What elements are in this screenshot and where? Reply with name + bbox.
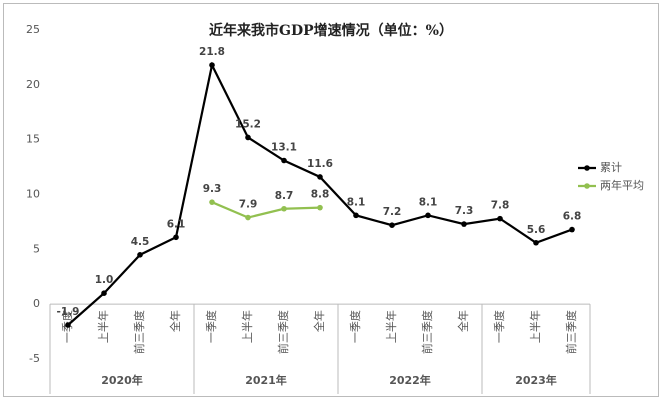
data-label: 9.3 <box>203 183 222 195</box>
group-label: 2022年 <box>389 373 431 387</box>
data-label: 7.2 <box>383 206 402 218</box>
data-point <box>101 290 107 297</box>
data-point <box>245 134 251 141</box>
x-tick-label: 上半年 <box>96 310 110 343</box>
y-tick-label: 20 <box>26 78 40 91</box>
data-label: 7.8 <box>491 200 510 212</box>
data-label: 13.1 <box>271 142 297 154</box>
data-point <box>209 62 215 68</box>
x-tick-label: 上半年 <box>384 310 398 343</box>
data-label: 7.9 <box>239 199 258 211</box>
data-point <box>353 212 359 219</box>
x-tick-label: 上半年 <box>528 310 542 343</box>
y-tick-label: 15 <box>26 133 40 146</box>
data-label: 8.1 <box>347 196 366 208</box>
data-label: 21.8 <box>199 46 225 58</box>
x-tick-label: 全年 <box>168 310 182 332</box>
x-tick-label: 前三季度 <box>564 310 578 354</box>
x-tick-label: 前三季度 <box>420 310 434 354</box>
x-tick-label: 一季度 <box>492 310 506 343</box>
data-point <box>245 214 251 221</box>
data-point <box>281 205 287 212</box>
group-label: 2023年 <box>515 373 557 387</box>
legend-marker <box>584 165 590 171</box>
x-tick-label: 一季度 <box>204 310 218 343</box>
data-point <box>209 199 215 205</box>
data-label: 1.0 <box>95 274 114 286</box>
x-tick-label: 上半年 <box>240 310 254 343</box>
data-label: 4.5 <box>131 236 150 248</box>
data-label: 8.7 <box>275 190 294 202</box>
data-label: 5.6 <box>527 224 546 236</box>
data-point <box>317 204 323 211</box>
y-tick-label: 10 <box>26 188 40 201</box>
data-point <box>497 215 503 222</box>
x-tick-label: 一季度 <box>348 310 362 343</box>
data-point <box>389 222 395 229</box>
data-label: 6.8 <box>563 211 582 223</box>
series-line <box>211 201 321 219</box>
data-label: 8.8 <box>311 189 330 201</box>
y-tick-label: 0 <box>33 297 40 310</box>
data-point <box>569 226 575 233</box>
data-label: 11.6 <box>307 158 333 170</box>
legend-label: 两年平均 <box>600 178 644 192</box>
group-label: 2020年 <box>101 373 143 387</box>
y-tick-label: 5 <box>33 242 40 255</box>
data-point <box>173 234 179 241</box>
data-point <box>533 239 539 246</box>
x-tick-label: 前三季度 <box>276 310 290 354</box>
data-label: 6.1 <box>167 218 186 230</box>
data-label: 15.2 <box>235 118 261 130</box>
data-label: 8.1 <box>419 196 438 208</box>
legend-marker <box>584 183 590 189</box>
chart-border <box>3 3 659 397</box>
data-point <box>281 157 287 164</box>
data-label: 7.3 <box>455 205 474 217</box>
y-tick-label: -5 <box>29 352 40 365</box>
data-point <box>65 322 71 328</box>
data-point <box>425 212 431 219</box>
data-point <box>461 221 467 227</box>
group-label: 2021年 <box>245 373 287 387</box>
legend-label: 累计 <box>600 161 622 174</box>
x-tick-label: 全年 <box>456 310 470 332</box>
x-tick-label: 前三季度 <box>132 310 146 354</box>
chart-title: 近年来我市GDP增速情况（单位：%） <box>209 22 453 39</box>
x-tick-label: 全年 <box>312 310 326 332</box>
y-tick-label: 25 <box>26 23 40 36</box>
data-label: -1.9 <box>57 306 80 318</box>
data-point <box>317 174 323 180</box>
data-point <box>137 252 143 258</box>
